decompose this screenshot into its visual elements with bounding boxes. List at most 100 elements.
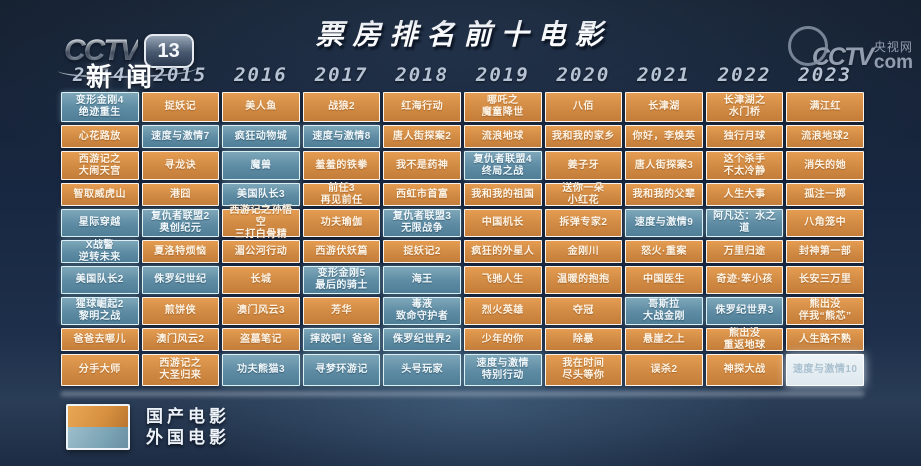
year-header: 2016 xyxy=(234,64,288,86)
film-cell: 变形金刚5 最后的骑士 xyxy=(302,266,381,294)
film-cell: 奇迹·笨小孩 xyxy=(705,266,784,294)
year-header: 2019 xyxy=(475,64,530,86)
film-cell: 星际穿越 xyxy=(61,209,139,237)
year-header: 2023 xyxy=(798,64,853,86)
film-cell: 长津湖 xyxy=(625,92,703,122)
watermark-site-name: 央视网 xyxy=(873,40,913,54)
cctv-swoosh-line xyxy=(58,60,198,78)
year-header: 2021 xyxy=(637,64,691,86)
film-cell: 我和我的祖国 xyxy=(463,183,542,206)
film-cell: 唐人街探案2 xyxy=(383,125,461,148)
film-cell: 心花路放 xyxy=(61,125,139,148)
legend-label-foreign: 外国电影 xyxy=(146,428,230,447)
film-cell: 寻龙诀 xyxy=(141,151,220,180)
film-cell: 除暴 xyxy=(544,328,623,351)
legend: 国产电影 外国电影 xyxy=(66,404,230,450)
film-cell: 人生路不熟 xyxy=(786,328,864,351)
film-cell: 封神第一部 xyxy=(786,240,864,263)
film-cell: 战狼2 xyxy=(302,92,381,122)
film-cell: 消失的她 xyxy=(786,151,864,180)
film-cell: 美人鱼 xyxy=(222,92,300,122)
film-cell: 万里归途 xyxy=(705,240,784,263)
film-cell: 速度与激情10 xyxy=(786,354,864,386)
film-cell: 功夫瑜伽 xyxy=(302,209,381,237)
film-cell: 摔跤吧！爸爸 xyxy=(302,328,381,351)
film-cell: 熊出没 伴我“熊芯” xyxy=(786,297,864,325)
film-cell: 侏罗纪世纪 xyxy=(141,266,220,294)
year-header: 2014 xyxy=(72,64,127,86)
watermark-domain: com xyxy=(873,52,913,73)
film-cell: 智取威虎山 xyxy=(61,183,139,206)
news-logo: 新闻 xyxy=(86,62,167,92)
legend-color-swatch xyxy=(66,404,130,450)
film-cell: 流浪地球2 xyxy=(786,125,864,148)
film-cell: 侏罗纪世界3 xyxy=(705,297,784,325)
film-cell: 复仇者联盟2 奥创纪元 xyxy=(141,209,220,237)
film-cell: 爸爸去哪儿 xyxy=(61,328,139,351)
cctv13-logo: CCTV 13 xyxy=(58,34,198,78)
film-cell: 姜子牙 xyxy=(544,151,623,180)
film-cell: 西游记之孙悟空 三打白骨精 xyxy=(222,205,300,240)
watermark-ring-icon xyxy=(787,26,828,66)
film-cell: 侏罗纪世界2 xyxy=(383,328,461,351)
film-cell: 芳华 xyxy=(302,297,381,325)
film-cell: 夺冠 xyxy=(544,297,623,325)
film-cell: 港囧 xyxy=(141,183,220,206)
year-header-row: 2014 2015 2016 2017 2018 2019 2020 2021 2022 2023 xyxy=(61,56,864,88)
film-cell: 疯狂动物城 xyxy=(222,125,300,148)
film-cell: 西游记之 大闹天宫 xyxy=(61,151,139,180)
film-grid: 变形金刚4 绝迹重生 捉妖记 美人鱼 战狼2 红海行动 哪吒之 魔童降世 八佰 长津湖 长津湖之… xyxy=(61,92,864,386)
film-cell: 澳门风云2 xyxy=(141,328,220,351)
film-cell: 速度与激情7 xyxy=(141,125,220,148)
film-cell: 孤注一掷 xyxy=(786,183,864,206)
film-cell: 我不是药神 xyxy=(383,151,461,180)
film-cell: 复仇者联盟3 无限战争 xyxy=(383,209,461,237)
film-cell: 唐人街探案3 xyxy=(625,151,703,180)
film-cell: 红海行动 xyxy=(383,92,461,122)
film-cell: 功夫熊猫3 xyxy=(222,354,300,386)
film-cell: 寻梦环游记 xyxy=(302,354,381,386)
film-cell: 捉妖记 xyxy=(141,92,220,122)
film-cell: 美国队长3 xyxy=(222,183,300,206)
film-cell: 速度与激情9 xyxy=(625,209,703,237)
film-cell: 魔兽 xyxy=(222,151,300,180)
film-cell: 哪吒之 魔童降世 xyxy=(463,92,542,122)
year-header: 2020 xyxy=(556,64,611,86)
film-cell: 煎饼侠 xyxy=(141,297,220,325)
film-cell: 人生大事 xyxy=(705,183,784,206)
film-cell: 我在时间 尽头等你 xyxy=(544,354,623,386)
film-cell: 捉妖记2 xyxy=(383,240,461,263)
film-cell: 烈火英雄 xyxy=(463,297,542,325)
film-cell: 独行月球 xyxy=(705,125,784,148)
film-cell: 澳门风云3 xyxy=(222,297,300,325)
film-cell: 长城 xyxy=(222,266,300,294)
film-cell: 哥斯拉 大战金刚 xyxy=(625,297,703,325)
film-cell: 美国队长2 xyxy=(61,266,139,294)
film-cell: 复仇者联盟4 终局之战 xyxy=(463,151,542,180)
film-cell: 头号玩家 xyxy=(383,354,461,386)
film-cell: 悬崖之上 xyxy=(625,328,703,351)
table-floor-glow xyxy=(61,392,864,398)
film-cell: 疯狂的外星人 xyxy=(463,240,542,263)
film-cell: 变形金刚4 绝迹重生 xyxy=(61,92,139,122)
film-cell: 我和我的家乡 xyxy=(544,125,623,148)
film-cell: 湄公河行动 xyxy=(222,240,300,263)
film-cell: 西游伏妖篇 xyxy=(302,240,381,263)
film-cell: 神探大战 xyxy=(705,354,784,386)
film-cell: 速度与激情8 xyxy=(302,125,381,148)
film-cell: 拆弹专家2 xyxy=(544,209,623,237)
film-cell: 西游记之 大圣归来 xyxy=(141,354,220,386)
film-cell: 流浪地球 xyxy=(463,125,542,148)
film-cell: 中国机长 xyxy=(463,209,542,237)
year-header: 2017 xyxy=(314,64,369,86)
film-cell: 毒液 致命守护者 xyxy=(383,297,461,325)
film-cell: 海王 xyxy=(383,266,461,294)
film-cell: 西虹市首富 xyxy=(383,183,461,206)
film-cell: 长津湖之 水门桥 xyxy=(705,92,784,122)
film-cell: 猩球崛起2 黎明之战 xyxy=(61,297,139,325)
film-cell: 中国医生 xyxy=(625,266,703,294)
film-cell: 温暖的抱抱 xyxy=(544,266,623,294)
film-cell: 你好，李焕英 xyxy=(625,125,703,148)
film-cell: 少年的你 xyxy=(463,328,542,351)
